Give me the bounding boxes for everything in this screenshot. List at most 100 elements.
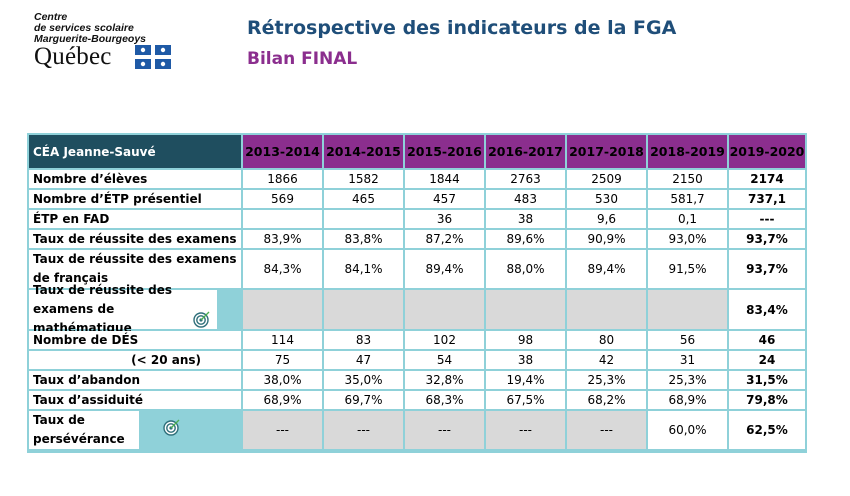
table-cell: 9,6	[567, 210, 646, 228]
table-cell	[405, 290, 484, 329]
table-cell: 83	[324, 331, 403, 349]
logo-line-1: Centre	[34, 11, 68, 23]
table-cell: 42	[567, 351, 646, 369]
table-cell: 569	[243, 190, 322, 208]
logo-line-2: de services scolaire	[34, 22, 134, 34]
table-cell: 93,7%	[729, 230, 805, 248]
table-cell: 83,8%	[324, 230, 403, 248]
row-label: (< 20 ans)	[29, 351, 241, 369]
row-label: Taux de réussite des examens	[29, 230, 241, 248]
table-cell	[324, 210, 403, 228]
row-label: Taux d’assiduité	[29, 391, 241, 409]
table-cell: 581,7	[648, 190, 727, 208]
table-cell: 89,4%	[405, 250, 484, 288]
table-cell: ---	[324, 411, 403, 449]
table-cell: 38	[486, 351, 565, 369]
table-cell: 25,3%	[567, 371, 646, 389]
table-cell: 88,0%	[486, 250, 565, 288]
row-label: Nombre de DÉS	[29, 331, 241, 349]
table-cell: 68,2%	[567, 391, 646, 409]
table-cell: ---	[729, 210, 805, 228]
column-header-year: 2018-2019	[648, 135, 727, 168]
page-subtitle: Bilan FINAL	[247, 49, 358, 69]
column-header-year: 2015-2016	[405, 135, 484, 168]
table-cell: 79,8%	[729, 391, 805, 409]
row-label: Nombre d’élèves	[29, 170, 241, 188]
column-header-year: 2017-2018	[567, 135, 646, 168]
table-cell: 80	[567, 331, 646, 349]
table-cell: 46	[729, 331, 805, 349]
table-cell: 737,1	[729, 190, 805, 208]
page-title: Rétrospective des indicateurs de la FGA	[247, 17, 677, 39]
column-header-year: 2019-2020	[729, 135, 805, 168]
table-cell: 1844	[405, 170, 484, 188]
table-cell: 530	[567, 190, 646, 208]
organization-logo: Centre de services scolaire Marguerite-B…	[34, 12, 214, 90]
table-cell: 36	[405, 210, 484, 228]
table-cell	[243, 290, 322, 329]
table-cell: 89,6%	[486, 230, 565, 248]
table-cell: 32,8%	[405, 371, 484, 389]
table-cell: 1866	[243, 170, 322, 188]
table-cell: 87,2%	[405, 230, 484, 248]
logo-line-3: Marguerite-Bourgeoys	[34, 33, 147, 45]
table-cell	[243, 210, 322, 228]
row-label: Taux de persévérance	[29, 411, 139, 449]
table-cell	[324, 290, 403, 329]
table-cell	[648, 290, 727, 329]
table-cell: 68,9%	[243, 391, 322, 409]
table-corner-header: CÉA Jeanne-Sauvé	[29, 135, 241, 168]
table-cell: 2150	[648, 170, 727, 188]
row-label: Taux de réussite des examens de mathémat…	[29, 283, 217, 335]
indicators-table: CÉA Jeanne-Sauvé 2013-2014 2014-2015 2015-2…	[27, 133, 807, 453]
table-cell: 98	[486, 331, 565, 349]
table-cell: ---	[567, 411, 646, 449]
row-label: Taux de réussite des examens de français	[29, 250, 241, 288]
table-cell: 2763	[486, 170, 565, 188]
quebec-flag-icon	[135, 45, 171, 69]
table-cell: 89,4%	[567, 250, 646, 288]
table-cell: 457	[405, 190, 484, 208]
table-cell: 91,5%	[648, 250, 727, 288]
row-label: Taux d’abandon	[29, 371, 241, 389]
table-cell: 84,1%	[324, 250, 403, 288]
table-cell: 93,0%	[648, 230, 727, 248]
table-cell: 93,7%	[729, 250, 805, 288]
table-cell: ---	[486, 411, 565, 449]
table-cell: 0,1	[648, 210, 727, 228]
table-cell: 483	[486, 190, 565, 208]
row-label: ÉTP en FAD	[29, 210, 241, 228]
table-cell: 68,9%	[648, 391, 727, 409]
table-cell: 56	[648, 331, 727, 349]
table-cell	[567, 290, 646, 329]
table-cell: 31,5%	[729, 371, 805, 389]
table-cell: 67,5%	[486, 391, 565, 409]
table-cell: 24	[729, 351, 805, 369]
table-cell: 1582	[324, 170, 403, 188]
table-cell: 25,3%	[648, 371, 727, 389]
table-cell: 19,4%	[486, 371, 565, 389]
target-icon	[163, 419, 180, 436]
column-header-year: 2014-2015	[324, 135, 403, 168]
table-cell	[486, 290, 565, 329]
table-cell: ---	[243, 411, 322, 449]
table-cell: 68,3%	[405, 391, 484, 409]
row-label: Nombre d’ÉTP présentiel	[29, 190, 241, 208]
table-cell: 62,5%	[729, 411, 805, 449]
table-cell: 2509	[567, 170, 646, 188]
table-cell: 114	[243, 331, 322, 349]
table-cell: 31	[648, 351, 727, 369]
table-cell: 47	[324, 351, 403, 369]
logo-quebec-word: Québec	[34, 43, 112, 70]
table-cell: 90,9%	[567, 230, 646, 248]
table-cell: 102	[405, 331, 484, 349]
table-cell: 38	[486, 210, 565, 228]
column-header-year: 2016-2017	[486, 135, 565, 168]
column-header-year: 2013-2014	[243, 135, 322, 168]
table-cell: ---	[405, 411, 484, 449]
table-cell: 38,0%	[243, 371, 322, 389]
table-cell: 83,4%	[729, 290, 805, 329]
table-cell: 69,7%	[324, 391, 403, 409]
table-cell: 465	[324, 190, 403, 208]
table-cell: 2174	[729, 170, 805, 188]
